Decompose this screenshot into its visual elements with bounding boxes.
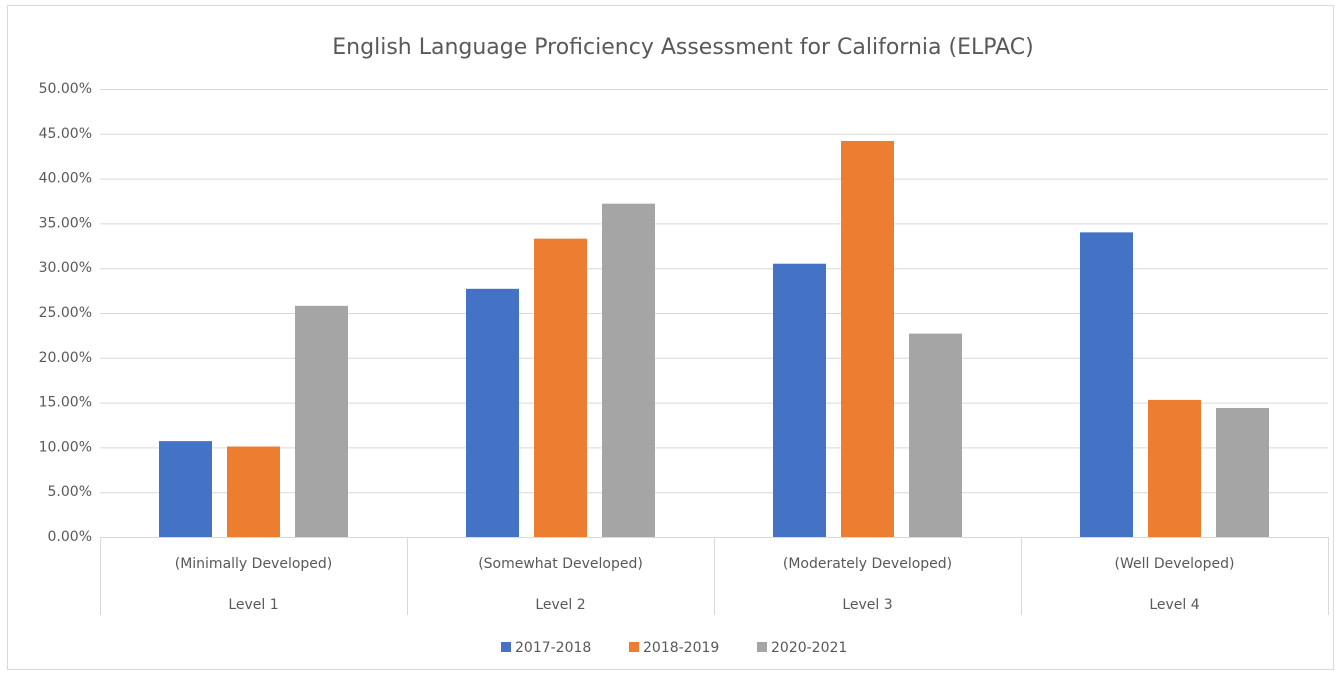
legend-label: 2017-2018 (515, 640, 591, 656)
legend-label: 2020-2021 (771, 640, 847, 656)
bar (602, 203, 655, 538)
x-group-label: Level 2 (535, 597, 585, 613)
y-tick-label: 10.00% (39, 439, 92, 455)
y-tick-label: 35.00% (39, 215, 92, 231)
y-tick-label: 30.00% (39, 260, 92, 276)
x-tick-label: (Somewhat Developed) (478, 556, 643, 572)
bar (159, 441, 212, 537)
x-group-label: Level 1 (228, 597, 278, 613)
y-tick-label: 50.00% (39, 81, 92, 97)
bar (227, 446, 280, 537)
y-tick-label: 40.00% (39, 171, 92, 187)
y-tick-label: 5.00% (48, 484, 92, 500)
x-tick-label: (Well Developed) (1115, 556, 1235, 572)
chart-title: English Language Proficiency Assessment … (332, 35, 1033, 60)
x-group-label: Level 3 (842, 597, 892, 613)
bar (534, 238, 587, 537)
legend-swatch (757, 642, 767, 652)
bar (1216, 407, 1269, 537)
x-tick-label: (Moderately Developed) (783, 556, 952, 572)
y-tick-label: 20.00% (39, 350, 92, 366)
y-tick-label: 25.00% (39, 305, 92, 321)
x-tick-label: (Minimally Developed) (175, 556, 333, 572)
y-tick-label: 15.00% (39, 395, 92, 411)
legend-swatch (501, 642, 511, 652)
bar (466, 288, 519, 537)
legend-label: 2018-2019 (643, 640, 719, 656)
bar (773, 263, 826, 537)
bar (1148, 399, 1201, 537)
bar (1080, 232, 1133, 538)
legend-swatch (629, 642, 639, 652)
y-tick-label: 45.00% (39, 126, 92, 142)
bar (909, 333, 962, 537)
x-group-label: Level 4 (1149, 597, 1199, 613)
y-tick-label: 0.00% (48, 529, 92, 545)
bar (295, 305, 348, 537)
bar (841, 140, 894, 537)
